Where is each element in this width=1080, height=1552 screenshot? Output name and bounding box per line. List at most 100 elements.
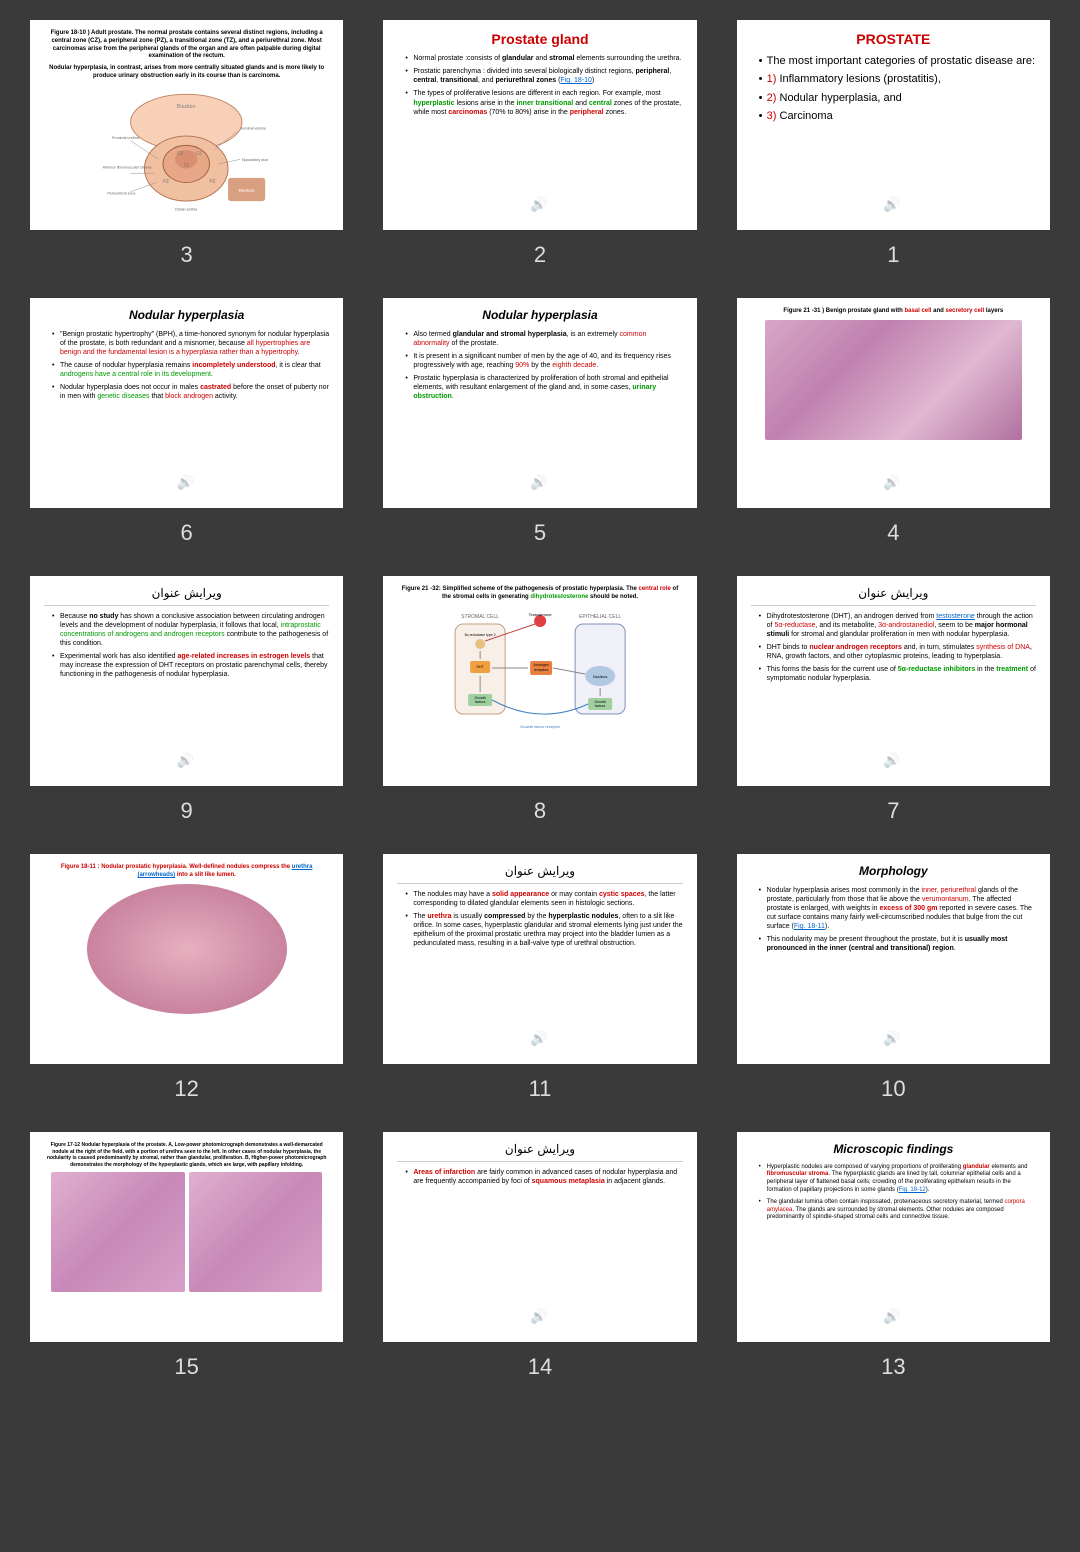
slide-thumbnail[interactable]: ویرایش عنوانDihydrotestosterone (DHT), a…: [737, 576, 1050, 786]
text-span: .: [452, 393, 454, 400]
text-span: squamous metaplasia: [532, 1178, 605, 1185]
svg-text:Androgen: Androgen: [533, 663, 548, 667]
slide-wrapper: Figure 18-11 : Nodular prostatic hyperpl…: [30, 854, 343, 1102]
slide-wrapper: ویرایش عنوانDihydrotestosterone (DHT), a…: [737, 576, 1050, 824]
text-span: central: [589, 100, 612, 107]
text-span: 2): [767, 92, 780, 104]
text-span: synthesis of DNA: [976, 644, 1030, 651]
prostate-anatomy-diagram: Bladder CZ CZ TZ PZ PZ Proximal urethra …: [65, 85, 308, 215]
svg-text:Rectum: Rectum: [239, 188, 255, 193]
text-span: Nodular hyperplasia arises most commonly…: [767, 887, 922, 894]
slide-thumbnail[interactable]: Figure 17-12 Nodular hyperplasia of the …: [30, 1132, 343, 1342]
slide-thumbnail[interactable]: Nodular hyperplasiaAlso termed glandular…: [383, 298, 696, 508]
slide-title: ویرایش عنوان: [397, 1142, 682, 1162]
slide-thumbnail[interactable]: PROSTATEThe most important categories of…: [737, 20, 1050, 230]
figure-caption: Figure 21 -32: Simplified scheme of the …: [397, 586, 682, 602]
bullet-item: Nodular hyperplasia arises most commonly…: [759, 886, 1036, 931]
text-span: Experimental work has also identified: [60, 653, 178, 660]
text-span: fibromuscular stroma: [767, 1171, 829, 1177]
text-span: inner transitional: [516, 100, 573, 107]
bullet-item: This nodularity may be present throughou…: [759, 935, 1036, 953]
text-span: Hyperplastic nodules are composed of var…: [767, 1164, 963, 1170]
text-span: Dihydrotestosterone (DHT), an androgen d…: [767, 613, 937, 620]
slide-number: 3: [181, 242, 193, 268]
text-span: genetic diseases: [97, 393, 149, 400]
slide-thumbnail[interactable]: Figure 21 -31 ) Benign prostate gland wi…: [737, 298, 1050, 508]
slide-wrapper: Figure 18-10 ) Adult prostate. The norma…: [30, 20, 343, 268]
slide-title: Prostate gland: [397, 30, 682, 48]
text-span: , seem to be: [934, 622, 974, 629]
bullet-item: Because no study has shown a conclusive …: [52, 612, 329, 648]
text-span: Fig. 18-11: [794, 923, 825, 930]
text-span: inner, periurethral: [922, 887, 976, 894]
audio-icon: [530, 1029, 550, 1049]
figure-caption: Figure 17-12 Nodular hyperplasia of the …: [44, 1142, 329, 1168]
text-span: 5α-reductase: [774, 622, 815, 629]
svg-text:5α-reductase type 2: 5α-reductase type 2: [464, 633, 495, 637]
svg-text:PZ: PZ: [210, 178, 216, 183]
slide-wrapper: Figure 21 -31 ) Benign prostate gland wi…: [737, 298, 1050, 546]
slide-number: 8: [534, 798, 546, 824]
text-span: .: [954, 945, 956, 952]
text-span: elements surrounding the urethra.: [574, 55, 681, 62]
svg-text:Ejaculatory duct: Ejaculatory duct: [242, 158, 268, 162]
slide-thumbnail[interactable]: ویرایش عنوانAreas of infarction are fair…: [383, 1132, 696, 1342]
figure-caption: Figure 18-10 ) Adult prostate. The norma…: [44, 30, 329, 61]
text-span: treatment: [996, 666, 1028, 673]
text-span: .: [211, 371, 213, 378]
bullet-item: Nodular hyperplasia does not occur in ma…: [52, 383, 329, 401]
text-span: Nodular hyperplasia, and: [780, 92, 902, 104]
text-span: Inflammatory lesions (prostatitis),: [780, 73, 941, 85]
text-span: glandular: [963, 1164, 990, 1170]
slide-thumbnail[interactable]: Nodular hyperplasia"Benign prostatic hyp…: [30, 298, 343, 508]
slide-wrapper: ویرایش عنوانAreas of infarction are fair…: [383, 1132, 696, 1380]
slide-number: 6: [181, 520, 193, 546]
text-span: , and its metabolite,: [815, 622, 878, 629]
slide-thumbnail[interactable]: MorphologyNodular hyperplasia arises mos…: [737, 854, 1050, 1064]
slide-thumbnail[interactable]: ویرایش عنوانBecause no study has shown a…: [30, 576, 343, 786]
text-span: testosterone: [936, 613, 975, 620]
svg-text:Testosterone: Testosterone: [529, 612, 553, 617]
bullet-item: The most important categories of prostat…: [759, 54, 1036, 68]
gross-pathology-image: [87, 884, 287, 1014]
figure-caption: Figure 21 -31 ) Benign prostate gland wi…: [751, 308, 1036, 316]
text-span: androgens have a central role in its dev…: [60, 371, 211, 378]
text-span: The: [413, 913, 427, 920]
text-span: transitional: [440, 77, 478, 84]
slide-thumbnail[interactable]: Figure 21 -32: Simplified scheme of the …: [383, 576, 696, 786]
text-span: This nodularity may be present throughou…: [767, 936, 965, 943]
text-span: cystic spaces: [599, 891, 645, 898]
text-span: , it is clear that: [276, 362, 321, 369]
audio-icon: [530, 1307, 550, 1327]
text-span: urethra: [427, 913, 451, 920]
text-span: Normal prostate :consists of: [413, 55, 502, 62]
slide-thumbnail[interactable]: Prostate gland Normal prostate :consists …: [383, 20, 696, 230]
text-span: peripheral: [570, 109, 604, 116]
svg-text:TZ: TZ: [184, 162, 190, 167]
slide-thumbnail[interactable]: Microscopic findingsHyperplastic nodules…: [737, 1132, 1050, 1342]
slide-number: 13: [881, 1354, 905, 1380]
svg-text:Periurethral zone: Periurethral zone: [108, 191, 136, 195]
slide-number: 5: [534, 520, 546, 546]
audio-icon: [883, 1307, 903, 1327]
svg-text:Proximal urethra: Proximal urethra: [112, 136, 140, 140]
audio-icon: [177, 751, 197, 771]
slide-thumbnail[interactable]: ویرایش عنوانThe nodules may have a solid…: [383, 854, 696, 1064]
svg-text:EPITHELIAL CELL: EPITHELIAL CELL: [579, 614, 621, 620]
svg-text:factors: factors: [475, 700, 486, 704]
text-span: Fig. 18-12: [899, 1187, 926, 1193]
slide-title: Nodular hyperplasia: [397, 308, 682, 324]
slide-thumbnail[interactable]: Figure 18-11 : Nodular prostatic hyperpl…: [30, 854, 343, 1064]
slide-thumbnail[interactable]: Figure 18-10 ) Adult prostate. The norma…: [30, 20, 343, 230]
slide-title: ویرایش عنوان: [397, 864, 682, 884]
text-span: and: [534, 55, 550, 62]
text-span: hyperplastic nodules: [548, 913, 618, 920]
bullet-item: The urethra is usually compressed by the…: [405, 912, 682, 948]
text-span: lesions arise in the: [455, 100, 517, 107]
text-span: .: [596, 362, 598, 369]
svg-text:CZ: CZ: [177, 150, 183, 155]
text-span: age-related increases in estrogen levels: [178, 653, 311, 660]
bullet-item: 1) Inflammatory lesions (prostatitis),: [759, 72, 1036, 86]
slide-wrapper: Figure 21 -32: Simplified scheme of the …: [383, 576, 696, 824]
audio-icon: [530, 473, 550, 493]
